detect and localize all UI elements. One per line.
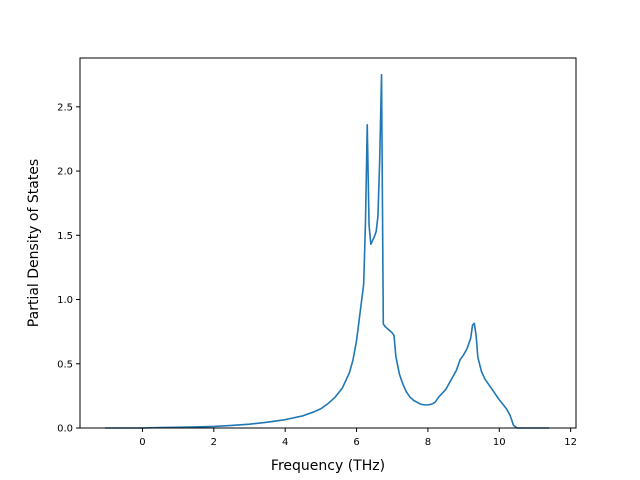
y-tick-label: 1.5 bbox=[57, 231, 73, 242]
series-line-0 bbox=[104, 73, 550, 429]
axes-frame bbox=[79, 57, 577, 429]
x-axis-title: Frequency (THz) bbox=[271, 458, 385, 474]
y-tick-label: 2.0 bbox=[57, 167, 73, 178]
x-tick-label: 0 bbox=[139, 437, 145, 448]
x-tick-label: 8 bbox=[425, 437, 431, 448]
y-tick-label: 1.0 bbox=[57, 295, 73, 306]
x-tick-label: 2 bbox=[211, 437, 217, 448]
y-axis-title: Partial Density of States bbox=[26, 159, 42, 327]
x-axis: 0 2 4 6 8 10 12 bbox=[139, 428, 577, 448]
x-tick-label: 4 bbox=[282, 437, 288, 448]
x-tick-label: 10 bbox=[493, 437, 506, 448]
x-tick-label: 12 bbox=[564, 437, 577, 448]
y-tick-label: 0.5 bbox=[57, 359, 73, 370]
y-axis: 0.0 0.5 1.0 1.5 2.0 2.5 bbox=[57, 102, 80, 435]
y-tick-label: 2.5 bbox=[57, 102, 73, 113]
plot-area bbox=[104, 73, 550, 429]
x-tick-label: 6 bbox=[353, 437, 359, 448]
y-tick-label: 0.0 bbox=[57, 424, 73, 435]
